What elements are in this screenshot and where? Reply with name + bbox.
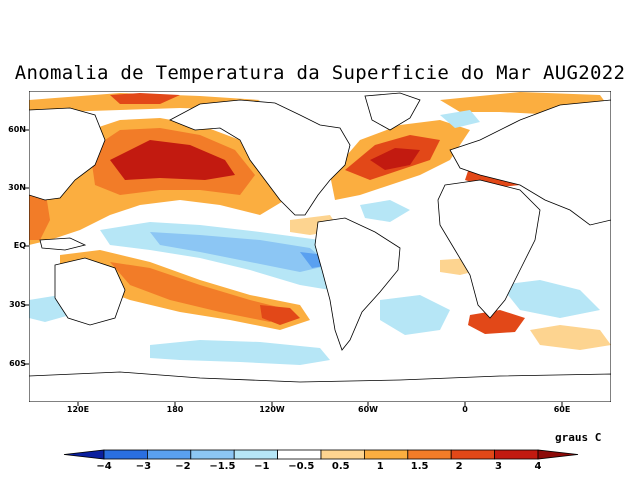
- indonesia: [39, 237, 87, 251]
- colorbar-segment: [407, 449, 452, 460]
- antarctica: [29, 371, 611, 402]
- colorbar-tick-label: −2: [175, 461, 191, 472]
- lat-ticks: [25, 129, 29, 365]
- colorbar-segment: [450, 449, 496, 460]
- africa: [437, 179, 541, 319]
- east-asia: [29, 107, 106, 201]
- colorbar-left-arrow: [63, 449, 105, 460]
- colorbar: [63, 449, 579, 460]
- colorbar-tick-label: −1: [254, 461, 270, 472]
- lon-label-60e: 60E: [553, 405, 571, 414]
- colorbar-segment: [277, 449, 322, 460]
- colorbar-tick-label: −0.5: [288, 461, 315, 472]
- map-area: [29, 91, 611, 402]
- land: [29, 92, 611, 402]
- south-america: [314, 217, 401, 351]
- colorbar-segment: [363, 449, 409, 460]
- colorbar-tick-label: −1.5: [209, 461, 236, 472]
- lat-label-60s: 60S: [9, 359, 26, 368]
- colorbar-tick-label: −3: [135, 461, 152, 472]
- colorbar-tick-label: 0.5: [331, 461, 350, 472]
- lat-label-eq: EQ: [13, 241, 26, 250]
- lat-label-60n: 60N: [8, 125, 26, 134]
- map-title: Anomalia de Temperatura da Superficie do…: [14, 62, 626, 84]
- colorbar-segment: [320, 449, 365, 460]
- lon-label-120w: 120W: [259, 405, 285, 414]
- lon-label-60w: 60W: [358, 405, 378, 414]
- greenland: [364, 92, 421, 131]
- lat-label-30s: 30S: [9, 300, 26, 309]
- lat-label-30n: 30N: [8, 183, 26, 192]
- colorbar-tick-label: 2: [455, 461, 463, 472]
- colorbar-tick-label: 1.5: [410, 461, 429, 472]
- colorbar-segment: [494, 449, 539, 460]
- colorbar-tick-label: 1: [376, 461, 384, 472]
- colorbar-tick-label: 4: [534, 461, 542, 472]
- lon-label-180: 180: [166, 405, 184, 414]
- north-america: [169, 99, 351, 216]
- colorbar-segment: [146, 449, 192, 460]
- colorbar-tick-label: 3: [495, 461, 503, 472]
- lon-label-0: 0: [462, 405, 468, 414]
- colorbar-segment: [233, 449, 278, 460]
- colorbar-segment: [190, 449, 235, 460]
- lon-ticks: [77, 402, 563, 406]
- eurasia: [449, 99, 611, 226]
- australia: [54, 257, 126, 326]
- colorbar-segment: [103, 449, 148, 460]
- colorbar-tick-label: −4: [96, 461, 112, 472]
- colorbar-units: graus C: [555, 431, 602, 444]
- lon-label-120e: 120E: [66, 405, 90, 414]
- cool-anomalies: [29, 110, 600, 365]
- colorbar-right-arrow: [537, 449, 579, 460]
